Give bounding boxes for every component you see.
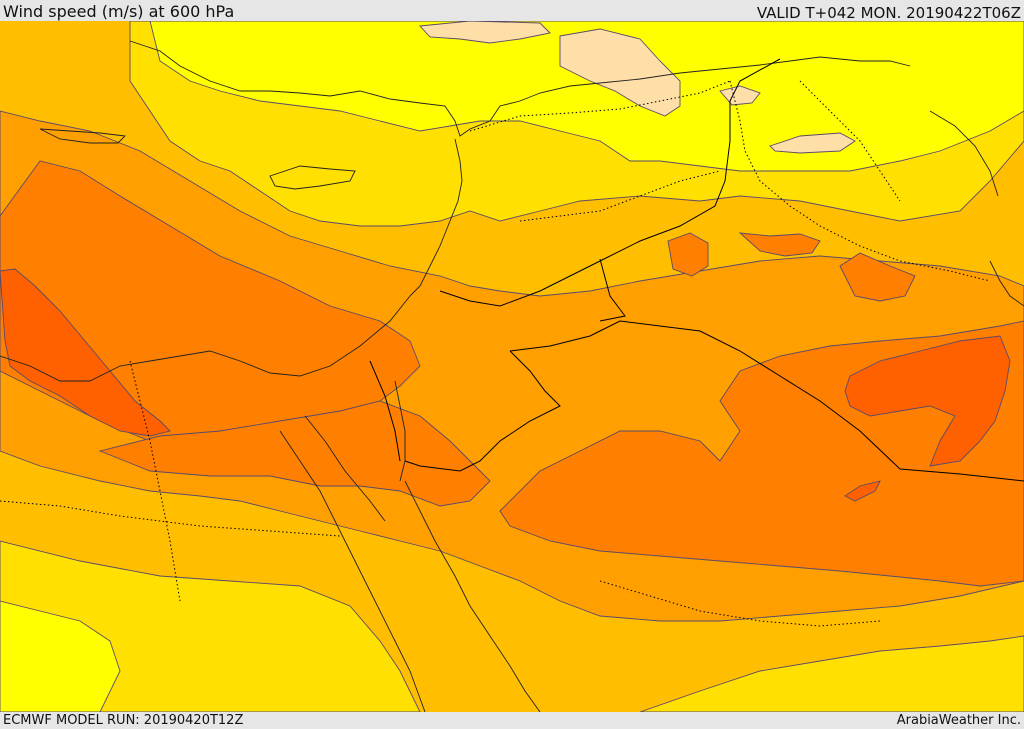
border-jordan-saudi <box>439 58 781 307</box>
border-saudi-iraq <box>509 320 1024 482</box>
levant-coast <box>409 138 463 297</box>
band-5-blob-3 <box>839 252 916 302</box>
band-2-southeast <box>639 635 1024 712</box>
persian-gulf-coast <box>989 260 1024 307</box>
band-6-east <box>844 335 1011 467</box>
red-sea-west-coast <box>279 430 426 712</box>
red-sea-east-coast <box>404 480 541 712</box>
band-6-west <box>0 268 171 437</box>
caspian-edge <box>929 110 999 197</box>
border-turkey-syria <box>469 80 731 132</box>
valid-time: VALID T+042 MON. 20190422T06Z <box>756 4 1021 22</box>
credit-label: ArabiaWeather Inc. <box>896 713 1021 728</box>
wind-speed-map: .ct { stroke:#5a4a6a; stroke-width:0.9; … <box>0 21 1024 712</box>
band-6-east-spot <box>844 480 881 502</box>
gulf-of-suez <box>304 415 386 522</box>
border-iraq-iran <box>729 80 991 282</box>
border-egypt-sudan <box>0 500 341 537</box>
model-run-label: ECMWF MODEL RUN: 20190420T12Z <box>3 713 244 728</box>
border-syria-iraq <box>519 170 721 222</box>
band-5-blob-2 <box>738 232 821 257</box>
gulf-of-aqaba <box>394 380 406 482</box>
turkey-coast <box>129 40 911 137</box>
band-1-southwest <box>0 600 121 712</box>
map-title: Wind speed (m/s) at 600 hPa <box>3 2 235 21</box>
footer-bar: ECMWF MODEL RUN: 20190420T12Z ArabiaWeat… <box>0 712 1024 729</box>
cyprus <box>269 165 356 190</box>
border-jordan-south <box>404 350 561 472</box>
border-jordan-east <box>599 258 626 322</box>
band-pale-2 <box>559 28 681 117</box>
crete <box>39 128 126 144</box>
border-egypt-israel <box>369 360 401 462</box>
border-iran-internal <box>799 80 901 202</box>
band-5-blob-1 <box>667 232 709 277</box>
header-bar: Wind speed (m/s) at 600 hPa VALID T+042 … <box>0 0 1024 22</box>
band-pale-3 <box>769 132 856 154</box>
egypt-coast <box>0 295 411 382</box>
band-pale-1 <box>419 21 551 44</box>
